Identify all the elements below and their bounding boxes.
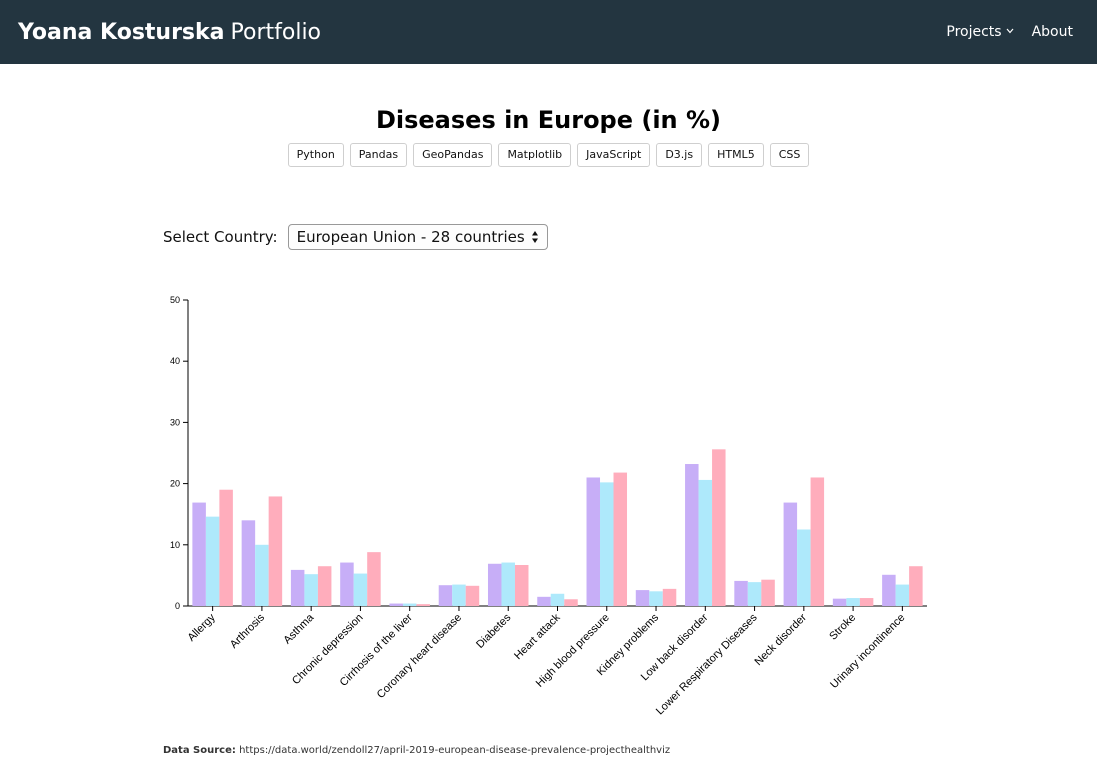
country-select[interactable]: European Union - 28 countries [287, 224, 548, 250]
x-tick-label-neck-disorder: Neck disorder [752, 611, 809, 668]
country-select-value: European Union - 28 countries [296, 228, 525, 246]
tag-css: CSS [769, 143, 810, 168]
data-source: Data Source: https://data.world/zendoll2… [163, 745, 670, 756]
bar-neck-disorder-series-1 [783, 502, 798, 606]
y-tick-label-10: 10 [170, 540, 180, 550]
navbar: Yoana Kosturska Portfolio Projects About [0, 0, 1097, 64]
projects-label: Projects [946, 24, 1002, 40]
bar-kidney-problems-series-2 [649, 591, 663, 606]
x-tick-label-diabetes: Diabetes [474, 611, 514, 651]
bar-heart-attack-series-2 [550, 593, 565, 606]
tag-html5: HTML5 [708, 143, 764, 168]
x-tick-label-arthrosis: Arthrosis [228, 611, 268, 651]
bar-allergy-series-3 [219, 489, 233, 606]
bar-asthma-series-1 [290, 569, 305, 606]
y-tick-label-30: 30 [170, 417, 180, 427]
bar-neck-disorder-series-3 [810, 477, 825, 606]
tag-pandas: Pandas [349, 143, 408, 168]
y-tick-label-40: 40 [170, 356, 180, 366]
bar-neck-disorder-series-2 [797, 529, 811, 606]
bar-arthrosis-series-3 [268, 496, 283, 606]
bar-urinary-incontinence-series-3 [909, 566, 923, 606]
y-tick-label-50: 50 [170, 295, 180, 305]
tech-tags: Python Pandas GeoPandas Matplotlib JavaS… [0, 143, 1097, 168]
projects-dropdown[interactable]: Projects [946, 24, 1014, 40]
bar-lower-respiratory-diseases-series-3 [761, 579, 775, 606]
bar-arthrosis-series-2 [255, 544, 269, 606]
bar-kidney-problems-series-1 [635, 590, 650, 606]
bar-diabetes-series-3 [514, 564, 529, 606]
brand-name: Yoana Kosturska [18, 19, 225, 45]
bar-diabetes-series-1 [487, 563, 502, 606]
x-tick-label-lower-respiratory-diseases: Lower Respiratory Diseases [654, 611, 760, 717]
select-arrows-icon [531, 230, 539, 244]
tag-matplotlib: Matplotlib [498, 143, 572, 168]
bar-coronary-heart-disease-series-1 [438, 585, 453, 606]
bar-asthma-series-3 [317, 566, 332, 606]
tag-geopandas: GeoPandas [413, 143, 493, 168]
bar-kidney-problems-series-3 [662, 588, 677, 606]
bar-lower-respiratory-diseases-series-2 [747, 582, 762, 606]
about-link[interactable]: About [1031, 24, 1073, 40]
bar-chronic-depression-series-1 [340, 562, 354, 606]
bar-coronary-heart-disease-series-3 [465, 585, 480, 606]
y-tick-label-0: 0 [175, 601, 180, 611]
bar-chronic-depression-series-2 [353, 573, 368, 606]
data-source-url[interactable]: https://data.world/zendoll27/april-2019-… [239, 745, 671, 756]
bar-coronary-heart-disease-series-2 [452, 584, 466, 606]
bar-urinary-incontinence-series-1 [882, 574, 896, 606]
bar-cirrhosis-of-the-liver-series-2 [402, 603, 417, 606]
nav-links: Projects About [946, 24, 1073, 40]
bar-diabetes-series-2 [501, 562, 515, 606]
bar-high-blood-pressure-series-1 [586, 477, 601, 606]
bar-heart-attack-series-1 [537, 596, 551, 606]
bar-stroke-series-1 [832, 598, 847, 606]
bar-stroke-series-3 [859, 598, 874, 606]
bar-high-blood-pressure-series-3 [613, 472, 628, 606]
bar-high-blood-pressure-series-2 [600, 482, 614, 606]
bar-cirrhosis-of-the-liver-series-1 [389, 603, 403, 606]
bar-arthrosis-series-1 [241, 520, 256, 606]
bar-lower-respiratory-diseases-series-1 [734, 580, 748, 606]
bar-heart-attack-series-3 [564, 599, 578, 606]
bar-asthma-series-2 [304, 574, 318, 606]
page-title: Diseases in Europe (in %) [375, 106, 722, 134]
x-tick-label-stroke: Stroke [827, 612, 858, 643]
country-selector: Select Country: European Union - 28 coun… [163, 224, 548, 250]
x-tick-label-heart-attack: Heart attack [512, 611, 563, 662]
chevron-down-icon [1006, 27, 1014, 37]
brand[interactable]: Yoana Kosturska Portfolio [18, 20, 321, 45]
tag-javascript: JavaScript [577, 143, 651, 168]
bar-allergy-series-2 [205, 516, 220, 606]
tag-python: Python [287, 143, 344, 168]
brand-suffix: Portfolio [230, 19, 322, 45]
tag-d3js: D3.js [656, 143, 703, 168]
x-tick-label-coronary-heart-disease: Coronary heart disease [375, 612, 464, 701]
bar-low-back-disorder-series-1 [685, 464, 699, 606]
data-source-label: Data Source: [163, 745, 236, 756]
x-tick-label-asthma: Asthma [281, 611, 316, 646]
y-tick-label-20: 20 [170, 479, 180, 489]
bar-cirrhosis-of-the-liver-series-3 [416, 604, 430, 606]
bar-stroke-series-2 [846, 598, 860, 606]
bar-low-back-disorder-series-2 [698, 479, 713, 606]
country-select-label: Select Country: [163, 228, 278, 246]
bar-urinary-incontinence-series-2 [895, 584, 910, 606]
bar-low-back-disorder-series-3 [712, 449, 726, 606]
x-tick-label-allergy: Allergy [185, 611, 218, 644]
bar-chronic-depression-series-3 [367, 552, 381, 606]
bar-allergy-series-1 [192, 502, 206, 606]
